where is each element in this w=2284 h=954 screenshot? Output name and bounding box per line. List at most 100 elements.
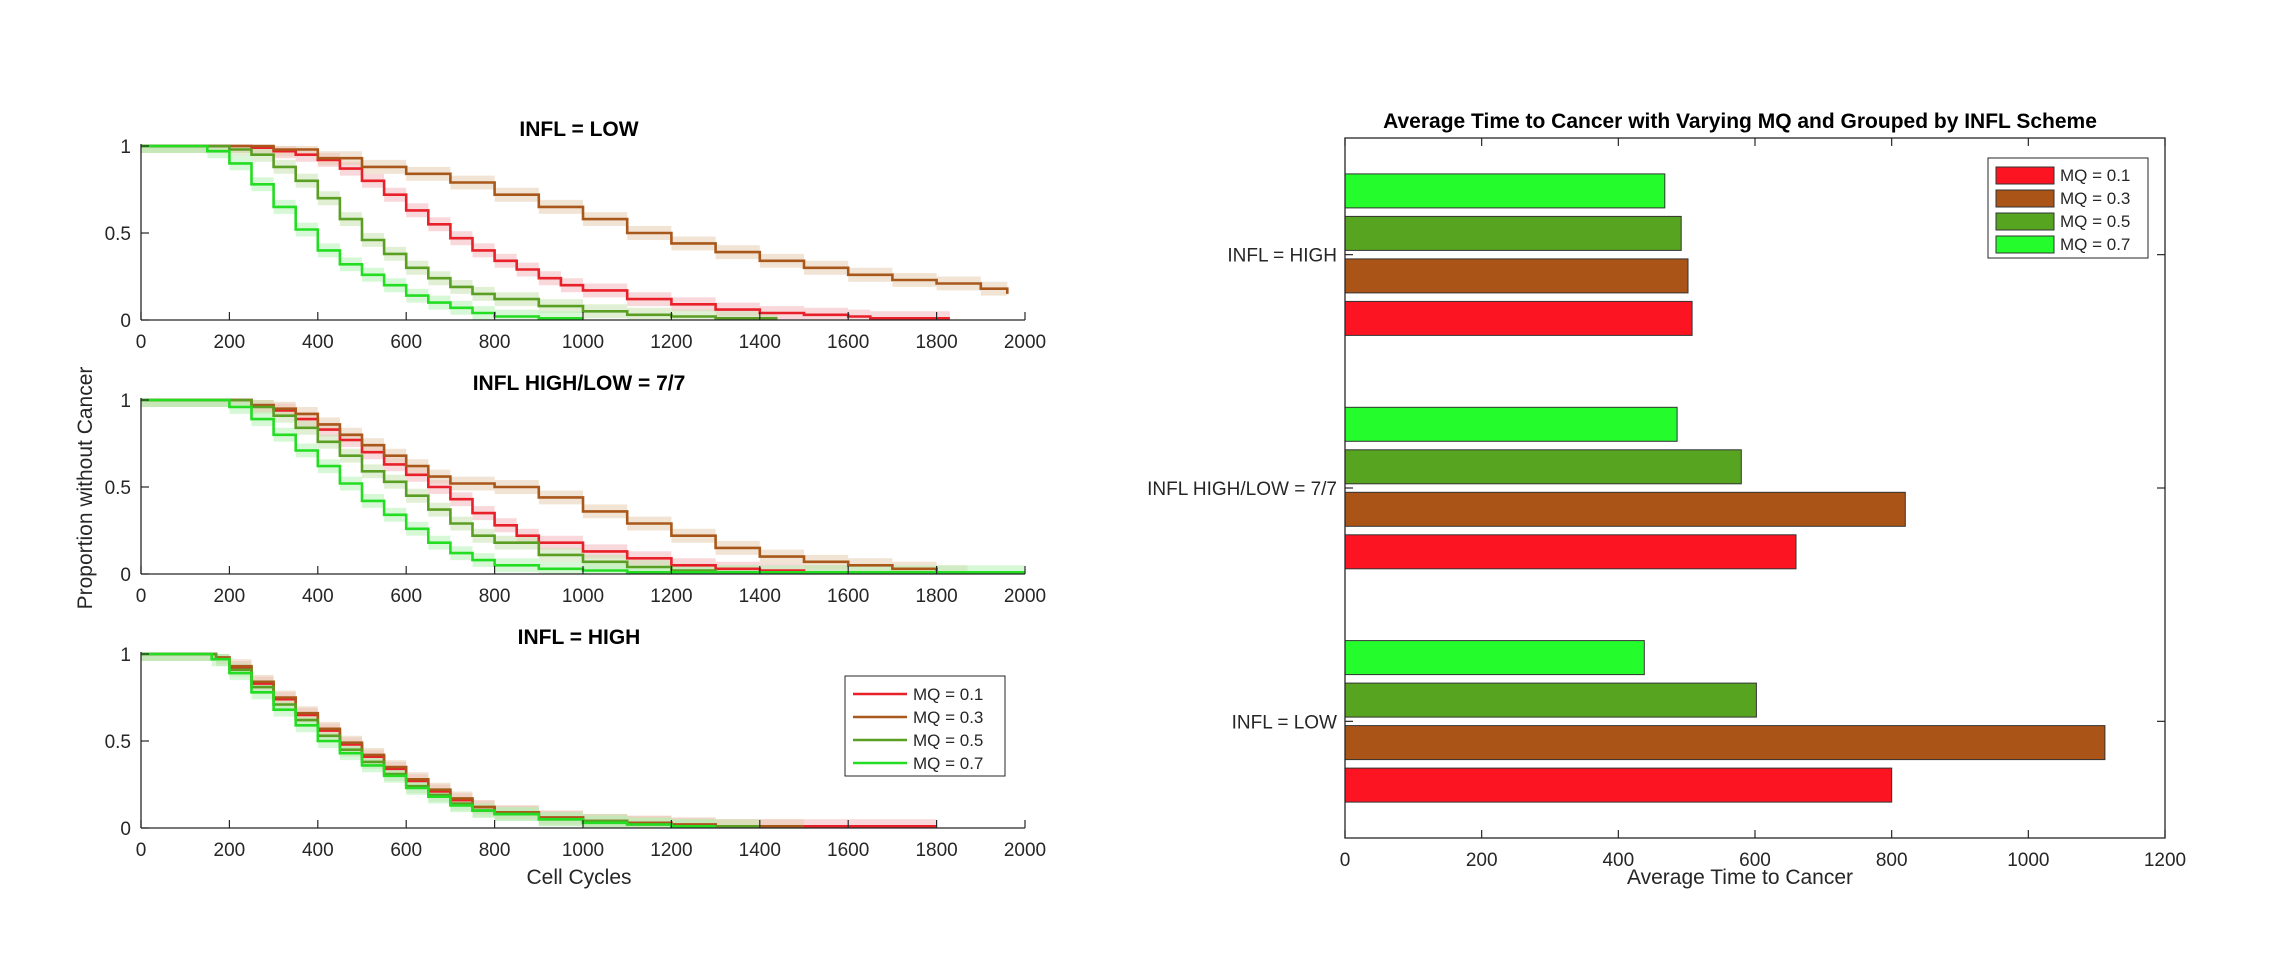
x-tick-label: 0 [136,840,147,861]
category-label: INFL = HIGH [1227,246,1337,267]
legend-swatch-mq-0-5 [1995,212,2055,231]
x-tick-label: 1200 [650,586,692,607]
survival-line-mq-0-7 [141,652,716,828]
legend: MQ = 0.1 MQ = 0.3 MQ = 0.5 MQ = 0.7 [844,675,1006,777]
bar-infl-low-mq-0-5 [1344,682,1757,718]
x-tick-label: 400 [1602,850,1634,871]
x-tick-label: 1400 [739,586,781,607]
x-tick-label: 1000 [562,332,604,353]
axes: 0 200 400 600 800 1000 1200 1400 1600 1800 2000 0 0.… [105,645,1047,861]
bar-infl-low-mq-0-7 [1344,640,1645,676]
legend-label: MQ = 0.1 [913,685,983,704]
axes: 0 200 400 600 800 1000 1200 1400 1600 1800 2000 0 0.… [105,391,1047,607]
x-tick-label: 2000 [1004,332,1046,353]
x-tick-label: 600 [1739,850,1771,871]
x-tick-label: 1400 [739,332,781,353]
survival-line-mq-0-7 [141,398,1025,574]
x-tick-label: 600 [390,586,422,607]
legend-box [844,675,1006,777]
x-tick-label: 200 [214,332,246,353]
ci-band-mq-0-3 [141,654,804,828]
x-tick-label: 800 [479,840,511,861]
x-tick-label: 400 [302,840,334,861]
y-tick-label: 1 [120,137,131,158]
survival-plot-infl-high: INFL = HIGH 0 200 400 600 800 1000 1200 1400 160… [105,626,1047,889]
legend-label: MQ = 0.5 [2060,212,2130,231]
x-tick-label: 1000 [562,840,604,861]
y-tick-label: 0.5 [105,224,131,245]
x-tick-label: 400 [302,586,334,607]
y-axis-label: Proportion without Cancer [74,367,97,610]
bar-infl-high-low-7-7-mq-0-3 [1344,491,1906,527]
survival-line-mq-0-1 [141,144,950,320]
legend-swatch-mq-0-1 [1995,166,2055,185]
x-tick-label: 400 [302,332,334,353]
x-tick-label: 800 [479,586,511,607]
survival-line-mq-0-7 [141,144,583,320]
y-tick-label: 0.5 [105,732,131,753]
x-tick-label: 1600 [827,840,869,861]
x-tick-label: 200 [214,840,246,861]
plot-title: INFL = LOW [519,118,638,141]
survival-plot-infl-7-7: INFL HIGH/LOW = 7/7 0 200 400 600 800 1000 120… [105,372,1047,607]
survival-line-mq-0-5 [141,398,760,574]
ci-band-mq-0-1 [141,146,950,320]
x-tick-label: 1200 [2144,850,2186,871]
bar-infl-low-mq-0-3 [1344,725,2106,761]
bar-infl-high-low-7-7-mq-0-1 [1344,534,1797,570]
x-tick-label: 1800 [915,332,957,353]
bar-infl-low-mq-0-1 [1344,767,1893,803]
survival-line-mq-0-3 [141,398,968,574]
legend-label: MQ = 0.3 [913,708,983,727]
x-tick-label: 800 [479,332,511,353]
y-tick-label: 1 [120,645,131,666]
bar-infl-high-low-7-7-mq-0-5 [1344,449,1742,485]
survival-line-mq-0-3 [141,144,1009,294]
axes: INFL = LOW INFL HIGH/LOW = 7/7 INFL = HIGH… [1147,137,2186,871]
ci-band-mq-0-7 [141,146,583,320]
x-tick-label: 1600 [827,332,869,353]
y-tick-label: 1 [120,391,131,412]
x-tick-label: 0 [1340,850,1351,871]
ci-band-mq-0-7 [141,654,716,828]
legend: MQ = 0.1 MQ = 0.3 MQ = 0.5 MQ = 0.7 [1987,157,2149,259]
x-tick-label: 2000 [1004,840,1046,861]
bar-chart-title: Average Time to Cancer with Varying MQ a… [1383,110,2097,133]
ci-band-mq-0-5 [141,146,778,320]
category-label: INFL HIGH/LOW = 7/7 [1147,479,1337,500]
x-tick-label: 600 [390,332,422,353]
legend-label: MQ = 0.7 [913,754,983,773]
x-axis-label: Average Time to Cancer [1627,866,1853,889]
x-tick-label: 1000 [562,586,604,607]
plot-title: INFL = HIGH [518,626,641,649]
survival-plot-infl-low: INFL = LOW 0 200 400 600 800 1000 1200 1400 1600… [105,118,1047,353]
x-tick-label: 1600 [827,586,869,607]
legend-swatch-mq-0-3 [1995,189,2055,208]
bar-infl-high-mq-0-5 [1344,215,1682,251]
x-tick-label: 0 [136,332,147,353]
x-tick-label: 0 [136,586,147,607]
x-tick-label: 1800 [915,586,957,607]
y-tick-label: 0.5 [105,478,131,499]
bar-infl-high-mq-0-1 [1344,300,1693,336]
bar-infl-high-mq-0-3 [1344,258,1689,294]
legend-label: MQ = 0.1 [2060,166,2130,185]
x-tick-label: 1400 [739,840,781,861]
x-axis-label: Cell Cycles [526,866,631,889]
x-tick-label: 200 [214,586,246,607]
x-tick-label: 2000 [1004,586,1046,607]
y-tick-label: 0 [120,311,131,332]
x-tick-label: 1800 [915,840,957,861]
y-tick-label: 0 [120,565,131,586]
x-tick-label: 1200 [650,840,692,861]
x-tick-label: 600 [390,840,422,861]
bar-infl-high-mq-0-7 [1344,173,1666,209]
category-label: INFL = LOW [1232,712,1337,733]
bar-chart-average-time: Average Time to Cancer with Varying MQ a… [1147,110,2186,889]
ci-band-mq-0-3 [141,146,1008,301]
y-tick-label: 0 [120,819,131,840]
x-tick-label: 1000 [2007,850,2049,871]
plot-title: INFL HIGH/LOW = 7/7 [473,372,686,395]
bar-infl-high-low-7-7-mq-0-7 [1344,406,1678,442]
